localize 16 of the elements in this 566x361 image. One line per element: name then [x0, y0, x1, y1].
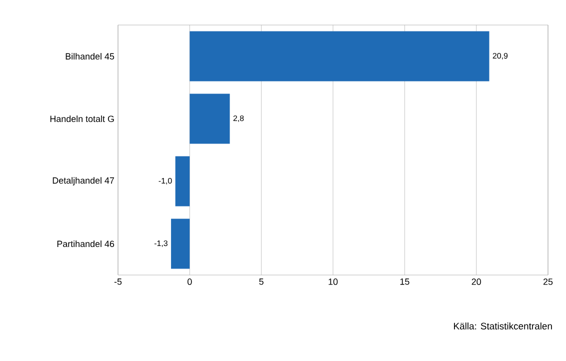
- x-tick-label: 25: [543, 278, 553, 285]
- x-tick-label: 5: [259, 278, 264, 285]
- x-tick-label: 20: [472, 278, 481, 285]
- bar: [190, 94, 230, 144]
- x-tick-label: 15: [400, 278, 410, 285]
- x-tick-label: 10: [328, 278, 338, 285]
- bar: [175, 156, 190, 206]
- text: Källa: Statistikcentralen: [454, 322, 552, 330]
- x-tick-label: -5: [114, 278, 122, 285]
- y-tick-label: Detaljhandel 47: [52, 177, 114, 186]
- x-tick-label: 0: [188, 278, 192, 285]
- y-tick-label: Partihandel 46: [57, 240, 114, 248]
- y-tick-label: Handeln totalt G: [50, 115, 114, 122]
- y-tick-label: Bilhandel 45: [66, 52, 114, 60]
- bar: [171, 218, 190, 269]
- bar: [190, 31, 490, 82]
